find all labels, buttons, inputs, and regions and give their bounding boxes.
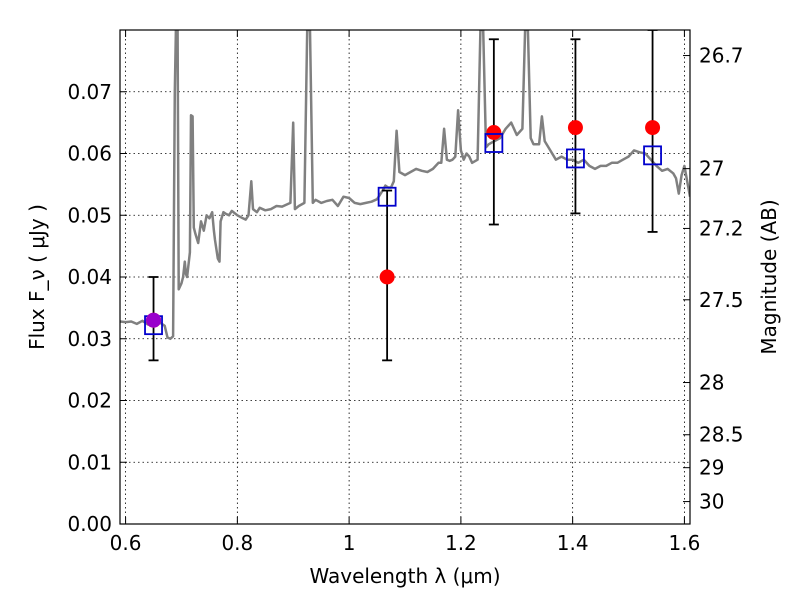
observed-point	[645, 120, 661, 136]
x-axis: 0.6 0.8 1 1.2 1.4 1.6	[110, 30, 701, 555]
overlap-point	[146, 312, 162, 328]
model-point	[377, 186, 397, 207]
y-axis-right: 26.7 27 27.2 27.5 28 28.5 29 30	[683, 44, 744, 514]
y-tick-label: 0.02	[67, 389, 112, 413]
x-tick-label: 1.6	[669, 531, 701, 555]
right-tick-label: 28.5	[699, 423, 744, 447]
y-tick-label: 0.03	[67, 327, 112, 351]
right-tick-label: 28	[699, 371, 724, 395]
right-tick-label: 29	[699, 456, 724, 480]
model-point	[484, 133, 504, 153]
y-axis-left: 0.00 0.01 0.02 0.03 0.04 0.05 0.06 0.07	[67, 80, 127, 536]
y-tick-label: 0.00	[67, 512, 112, 536]
observed-point	[379, 269, 395, 285]
x-tick-label: 1	[343, 531, 356, 555]
x-tick-label: 1.4	[557, 531, 589, 555]
x-tick-label: 1.2	[445, 531, 477, 555]
observed-points	[146, 120, 661, 328]
right-tick-label: 27.2	[699, 216, 744, 240]
error-bars	[148, 30, 658, 362]
observed-point	[486, 125, 502, 141]
model-points	[144, 133, 662, 336]
model-point	[566, 148, 585, 169]
right-tick-label: 30	[699, 490, 724, 514]
y-tick-label: 0.06	[67, 142, 112, 166]
y-axis-label-right: Magnitude (AB)	[757, 199, 781, 354]
grid	[120, 30, 690, 525]
observed-point	[567, 120, 583, 136]
y-tick-label: 0.01	[67, 450, 112, 474]
y-tick-label: 0.04	[67, 265, 112, 289]
x-axis-label: Wavelength λ (μm)	[309, 564, 500, 588]
right-tick-label: 26.7	[699, 44, 744, 68]
model-point	[643, 145, 662, 166]
spectrum-line	[120, 30, 690, 341]
y-tick-label: 0.05	[67, 203, 112, 227]
plot-area	[120, 30, 690, 362]
y-axis-label-left: Flux F_ν ( μJy )	[25, 204, 49, 350]
x-tick-label: 0.6	[110, 531, 142, 555]
overlap-points	[146, 312, 162, 328]
right-tick-label: 27.5	[699, 288, 744, 312]
x-tick-label: 0.8	[221, 531, 253, 555]
right-tick-label: 27	[699, 157, 724, 181]
y-tick-label: 0.07	[67, 80, 112, 104]
